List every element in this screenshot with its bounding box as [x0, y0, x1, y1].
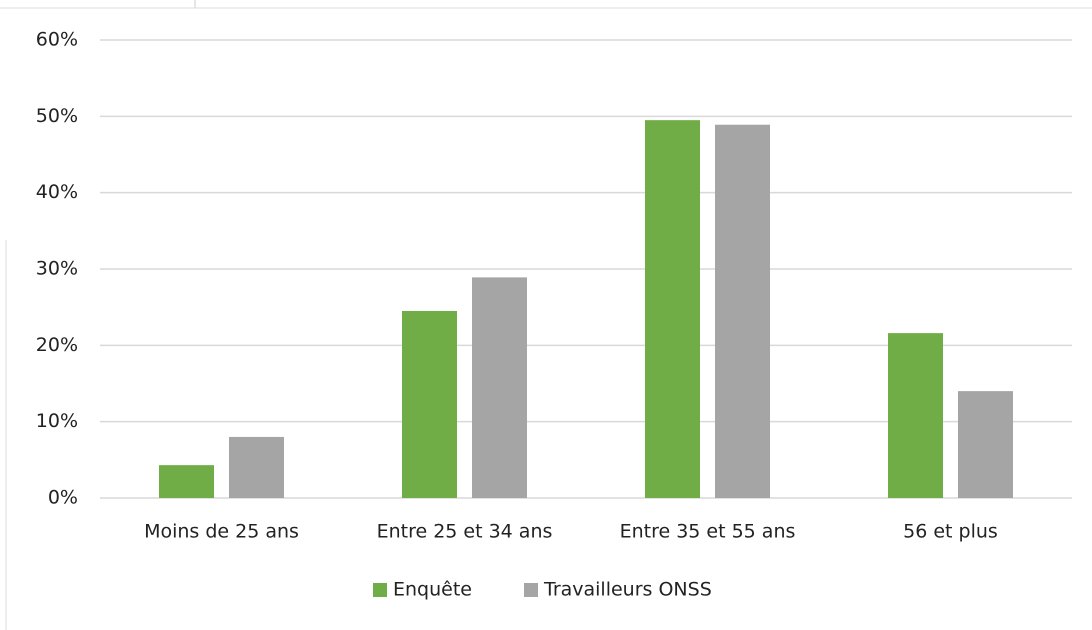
bar: [159, 465, 214, 498]
legend-swatch: [373, 583, 387, 597]
y-tick-label: 30%: [36, 258, 78, 280]
bar: [958, 391, 1013, 498]
bar: [472, 277, 527, 498]
x-tick-label: 56 et plus: [903, 521, 998, 543]
y-tick-label: 20%: [36, 334, 78, 356]
x-tick-label: Entre 25 et 34 ans: [377, 521, 553, 543]
bar: [888, 333, 943, 498]
bar: [402, 310, 457, 498]
y-tick-label: 10%: [36, 410, 78, 432]
y-tick-label: 0%: [48, 487, 78, 509]
legend-swatch: [524, 583, 538, 597]
bar: [645, 120, 700, 499]
y-tick-label: 60%: [36, 29, 78, 51]
legend-label: Travailleurs ONSS: [543, 579, 712, 601]
x-tick-label: Entre 35 et 55 ans: [620, 521, 796, 543]
x-tick-label: Moins de 25 ans: [144, 521, 299, 543]
bar: [715, 124, 770, 498]
y-tick-label: 40%: [36, 181, 78, 203]
legend-label: Enquête: [393, 579, 472, 601]
y-tick-label: 50%: [36, 105, 78, 127]
bar: [229, 436, 284, 498]
